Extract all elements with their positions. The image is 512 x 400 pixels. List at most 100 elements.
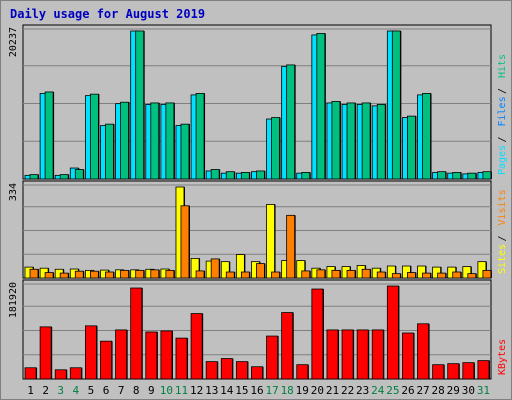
bar-kbytes-28 [432,364,445,380]
bar-kbytes-1 [24,367,37,380]
x-tick-label-23: 23 [356,384,369,397]
bar-visits-19 [301,270,311,279]
bar-visits-7 [120,269,129,279]
bar-kbytes-21 [326,329,339,380]
y-axis-max-label: 181920 [8,282,19,318]
bar-visits-29 [452,271,462,279]
x-tick-label-15: 15 [235,384,248,397]
bar-kbytes-27 [417,323,430,380]
bar-hits-31 [482,171,492,180]
y-axis-max-label: 20237 [8,27,19,57]
bar-kbytes-3 [54,369,67,380]
bar-kbytes-15 [235,361,248,380]
bar-sites-26 [402,265,411,279]
bar-sites-25 [386,265,396,279]
bar-kbytes-14 [220,358,233,380]
bar-kbytes-20 [311,288,324,380]
bar-visits-26 [407,272,416,279]
bar-hits-29 [452,172,462,180]
bar-visits-5 [89,270,99,279]
x-tick-label-3: 3 [57,384,64,397]
bar-kbytes-18 [281,312,294,380]
x-tick-label-28: 28 [432,384,445,397]
legend-kbytes: KBytes [497,339,508,375]
bar-visits-9 [150,269,160,279]
legend-visits: Visits [497,189,508,225]
bar-hits-22 [346,102,356,180]
x-tick-label-30: 30 [462,384,475,397]
bar-hits-18 [286,64,296,180]
panel-sites-visits: 334 Sites / Visits [8,180,508,279]
bar-visits-2 [44,272,54,279]
bar-hits-25 [391,30,401,180]
bar-kbytes-23 [356,329,369,380]
x-tick-label-31: 31 [477,384,490,397]
x-tick-label-19: 19 [296,384,309,397]
bar-kbytes-9 [145,331,158,380]
bar-hits-13 [210,169,220,180]
legend-pages: Pages [497,145,508,175]
bar-visits-14 [225,271,235,279]
bar-visits-21 [331,269,341,279]
panel-kbytes: 181920 KBytes [8,279,508,380]
bar-kbytes-12 [190,313,203,380]
bar-kbytes-19 [296,364,309,380]
bar-hits-16 [256,170,265,180]
bar-visits-27 [422,272,431,279]
bar-visits-23 [361,268,371,279]
bar-kbytes-30 [462,362,475,380]
panel-pages-files-hits: 20237 Pages / Files / Hits [8,24,508,180]
bar-hits-26 [407,115,416,180]
bar-visits-18 [286,214,296,279]
legend-separator: / [497,88,508,94]
bar-kbytes-25 [386,285,399,380]
legend-separator: / [497,136,508,142]
bar-visits-30 [467,273,477,279]
bar-visits-12 [195,270,205,279]
x-tick-label-10: 10 [160,384,173,397]
bar-kbytes-31 [477,360,490,380]
bar-sites-19 [296,260,306,279]
x-tick-label-18: 18 [281,384,294,397]
x-tick-label-27: 27 [416,384,429,397]
bar-hits-23 [361,102,371,180]
x-tick-label-6: 6 [103,384,110,397]
bar-hits-7 [120,101,129,180]
legend-sites: Sites [497,244,508,274]
bar-kbytes-29 [447,363,460,380]
bar-kbytes-16 [251,366,263,380]
bar-sites-15 [235,254,245,279]
bar-sites-27 [417,265,426,279]
bar-hits-2 [44,91,54,180]
bar-kbytes-11 [175,337,188,380]
bar-hits-10 [165,102,175,180]
bar-kbytes-26 [402,332,414,380]
x-tick-label-24: 24 [371,384,385,397]
bar-hits-15 [240,172,250,180]
bar-sites-14 [220,261,230,279]
bar-visits-25 [391,273,401,279]
bar-sites-28 [432,266,442,279]
bar-kbytes-13 [205,361,218,380]
bar-hits-12 [195,93,205,180]
y-axis-max-label: 334 [8,183,19,201]
bar-visits-24 [376,271,386,279]
bar-visits-3 [59,272,69,279]
bar-visits-28 [437,272,447,279]
bar-visits-6 [105,271,114,279]
x-tick-label-16: 16 [250,384,263,397]
bar-hits-27 [422,93,431,180]
bar-sites-12 [190,257,200,279]
legend-separator: / [497,235,508,241]
x-tick-label-21: 21 [326,384,339,397]
bar-kbytes-17 [266,335,279,380]
bar-hits-1 [29,174,39,180]
bar-hits-28 [437,171,447,180]
x-tick-label-11: 11 [175,384,188,397]
bar-kbytes-2 [39,326,52,380]
bar-hits-19 [301,172,311,180]
bar-kbytes-4 [69,367,82,380]
bar-hits-6 [105,123,114,180]
x-tick-label-9: 9 [148,384,155,397]
